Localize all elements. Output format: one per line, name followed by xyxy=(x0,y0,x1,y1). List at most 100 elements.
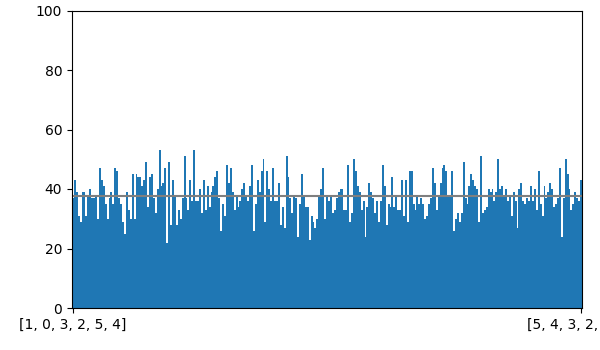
Bar xyxy=(563,198,565,308)
Bar xyxy=(180,219,182,308)
Bar xyxy=(382,165,384,308)
Bar xyxy=(330,195,332,308)
Bar xyxy=(432,168,434,308)
Bar xyxy=(513,192,515,308)
Bar xyxy=(85,216,88,308)
Bar xyxy=(538,171,539,308)
Bar xyxy=(326,195,328,308)
Bar xyxy=(461,213,463,308)
Bar xyxy=(249,186,251,308)
Bar xyxy=(88,195,89,308)
Bar xyxy=(184,156,185,308)
Bar xyxy=(110,192,112,308)
Bar xyxy=(571,210,572,308)
Bar xyxy=(80,222,82,308)
Bar xyxy=(105,204,107,308)
Bar xyxy=(185,198,187,308)
Bar xyxy=(472,180,474,308)
Bar xyxy=(523,201,524,308)
Bar xyxy=(480,156,482,308)
Bar xyxy=(569,189,571,308)
Bar xyxy=(164,168,166,308)
Bar xyxy=(526,198,528,308)
Bar xyxy=(520,183,523,308)
Bar xyxy=(307,207,309,308)
Bar xyxy=(368,183,370,308)
Bar xyxy=(211,192,212,308)
Bar xyxy=(112,204,115,308)
Bar xyxy=(284,228,286,308)
Bar xyxy=(409,171,411,308)
Bar xyxy=(405,180,407,308)
Bar xyxy=(547,192,549,308)
Bar xyxy=(499,189,501,308)
Bar xyxy=(517,228,518,308)
Bar xyxy=(551,189,553,308)
Bar xyxy=(353,159,355,308)
Bar xyxy=(507,201,509,308)
Bar xyxy=(436,210,437,308)
Bar xyxy=(145,162,147,308)
Bar xyxy=(545,198,547,308)
Bar xyxy=(230,168,232,308)
Bar xyxy=(120,204,122,308)
Bar xyxy=(314,228,316,308)
Bar xyxy=(224,216,226,308)
Bar xyxy=(328,201,330,308)
Bar xyxy=(451,171,453,308)
Bar xyxy=(131,174,134,308)
Bar xyxy=(274,201,276,308)
Bar xyxy=(149,177,151,308)
Bar xyxy=(351,213,353,308)
Bar xyxy=(245,195,247,308)
Bar xyxy=(338,192,340,308)
Bar xyxy=(166,243,168,308)
Bar xyxy=(459,222,461,308)
Bar xyxy=(270,201,272,308)
Bar xyxy=(407,222,409,308)
Bar xyxy=(365,237,367,308)
Bar xyxy=(496,192,497,308)
Bar xyxy=(426,216,428,308)
Bar xyxy=(580,180,582,308)
Bar xyxy=(218,198,220,308)
Bar xyxy=(530,186,532,308)
Bar xyxy=(122,222,124,308)
Bar xyxy=(463,162,464,308)
Bar xyxy=(421,198,422,308)
Bar xyxy=(469,186,470,308)
Bar xyxy=(137,177,139,308)
Bar xyxy=(118,198,120,308)
Bar xyxy=(476,189,478,308)
Bar xyxy=(566,174,569,308)
Bar xyxy=(518,189,520,308)
Bar xyxy=(101,180,103,308)
Bar xyxy=(260,171,263,308)
Bar xyxy=(303,195,305,308)
Bar xyxy=(107,219,109,308)
Bar xyxy=(161,186,163,308)
Bar xyxy=(453,231,455,308)
Bar xyxy=(445,171,447,308)
Bar xyxy=(91,198,93,308)
Bar xyxy=(388,204,389,308)
Bar xyxy=(574,192,576,308)
Bar xyxy=(83,192,85,308)
Bar xyxy=(93,198,95,308)
Bar xyxy=(501,186,503,308)
Bar xyxy=(386,225,388,308)
Bar xyxy=(341,189,343,308)
Bar xyxy=(253,231,255,308)
Bar xyxy=(493,201,496,308)
Bar xyxy=(576,198,578,308)
Bar xyxy=(455,219,457,308)
Bar xyxy=(263,159,265,308)
Bar xyxy=(403,216,405,308)
Bar xyxy=(201,213,203,308)
Bar xyxy=(205,210,207,308)
Bar xyxy=(266,171,268,308)
Bar xyxy=(430,198,432,308)
Bar xyxy=(343,210,345,308)
Bar xyxy=(359,192,361,308)
Bar xyxy=(334,210,335,308)
